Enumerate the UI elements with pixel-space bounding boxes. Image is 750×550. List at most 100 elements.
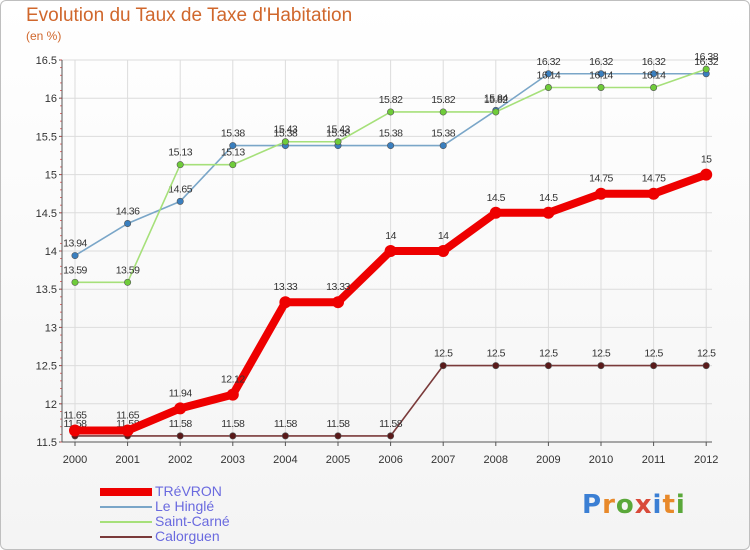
x-tick-label: 2003: [221, 454, 245, 466]
data-point-trevron: [384, 245, 397, 257]
data-point-trevron: [700, 168, 713, 181]
data-point-trevron: [174, 402, 187, 415]
legend-swatch-trevron: [100, 488, 152, 496]
x-tick-label: 2004: [273, 454, 297, 466]
data-point-le-hingle: [544, 70, 552, 78]
y-tick-label: 11.5: [36, 437, 57, 449]
data-point-trevron: [647, 187, 660, 200]
data-label-le-hingle: 13.94: [63, 238, 87, 250]
data-label-le-hingle: 16.32: [537, 56, 561, 68]
data-label-trevron: 14.75: [642, 173, 666, 185]
data-point-calorguen: [650, 362, 658, 370]
data-point-trevron: [226, 388, 239, 401]
data-label-le-hingle: 15.38: [379, 128, 403, 140]
data-point-le-hingle: [71, 252, 79, 260]
data-label-saint-carne: 15.43: [274, 124, 298, 136]
y-tick-label: 15.5: [36, 131, 57, 143]
y-tick-label: 14: [45, 246, 57, 258]
data-label-trevron: 14.75: [589, 173, 613, 185]
data-label-calorguen: 12.5: [434, 348, 453, 360]
data-label-calorguen: 11.58: [327, 418, 351, 430]
x-tick-label: 2002: [168, 454, 192, 466]
data-label-saint-carne: 15.82: [484, 94, 508, 106]
data-point-calorguen: [492, 362, 500, 370]
data-point-calorguen: [334, 432, 342, 440]
x-tick-label: 2005: [326, 454, 350, 466]
data-point-saint-carne: [176, 161, 184, 169]
data-label-saint-carne: 15.43: [326, 124, 350, 136]
x-tick-label: 2008: [484, 454, 508, 466]
data-point-le-hingle: [229, 142, 237, 150]
y-tick-label: 15: [45, 170, 57, 182]
data-label-calorguen: 12.5: [644, 348, 663, 360]
data-point-trevron: [489, 206, 502, 219]
data-label-le-hingle: 15.38: [431, 128, 455, 140]
data-point-saint-carne: [334, 138, 342, 146]
data-point-le-hingle: [124, 219, 132, 227]
data-point-le-hingle: [176, 197, 184, 205]
y-tick-label: 16: [45, 93, 57, 105]
x-tick-label: 2012: [694, 454, 718, 466]
legend-swatch-saint-carne: [100, 521, 152, 523]
legend-label-trevron: TRéVRON: [155, 483, 222, 499]
data-point-saint-carne: [124, 278, 132, 286]
data-point-trevron: [332, 296, 344, 309]
data-point-trevron: [69, 424, 81, 437]
data-label-saint-carne: 15.13: [221, 147, 245, 159]
legend-label-saint-carne: Saint-Carné: [155, 513, 230, 529]
x-tick-label: 2001: [115, 454, 139, 466]
y-tick-label: 13.5: [36, 284, 57, 296]
data-label-trevron: 14: [438, 230, 449, 242]
data-label-calorguen: 11.58: [274, 418, 298, 430]
data-label-le-hingle: 14.65: [168, 183, 192, 195]
data-label-le-hingle: 15.38: [274, 128, 298, 140]
y-tick-label: 12: [45, 399, 57, 411]
data-label-le-hingle: 15.38: [326, 128, 350, 140]
y-tick-label: 12.5: [36, 361, 57, 373]
legend-swatch-calorguen: [100, 536, 152, 538]
data-point-calorguen: [281, 432, 289, 440]
data-point-calorguen: [597, 362, 605, 370]
x-tick-label: 2011: [642, 454, 666, 466]
data-label-saint-carne: 13.59: [116, 264, 140, 276]
data-point-saint-carne: [597, 84, 605, 92]
data-label-saint-carne: 16.14: [642, 70, 666, 82]
data-point-calorguen: [544, 362, 552, 370]
data-point-le-hingle: [597, 70, 605, 78]
data-label-saint-carne: 15.13: [168, 147, 192, 159]
x-tick-label: 2007: [431, 454, 455, 466]
data-label-le-hingle: 16.32: [642, 56, 666, 68]
y-tick-label: 16.5: [36, 55, 57, 67]
data-point-le-hingle: [387, 142, 395, 150]
data-label-trevron: 15: [701, 154, 712, 166]
data-label-trevron: 13.33: [326, 281, 350, 293]
data-label-calorguen: 12.5: [487, 348, 506, 360]
y-tick-label: 14.5: [36, 208, 57, 220]
data-label-le-hingle: 16.32: [589, 56, 613, 68]
data-label-trevron: 12.12: [221, 374, 245, 386]
x-tick-label: 2000: [63, 454, 87, 466]
data-point-saint-carne: [492, 108, 500, 116]
data-label-saint-carne: 16.14: [537, 70, 561, 82]
x-tick-label: 2006: [378, 454, 402, 466]
data-point-saint-carne: [650, 84, 658, 92]
legend-label-calorguen: Calorguen: [155, 528, 220, 544]
data-point-saint-carne: [281, 138, 289, 146]
data-point-trevron: [542, 206, 555, 219]
x-tick-label: 2009: [536, 454, 560, 466]
unit-label: (en %): [26, 29, 62, 43]
data-point-saint-carne: [702, 65, 710, 73]
x-tick-label: 2010: [589, 454, 613, 466]
data-label-trevron: 14.5: [539, 192, 558, 204]
data-point-calorguen: [439, 362, 447, 370]
data-label-trevron: 14.5: [487, 192, 506, 204]
data-point-saint-carne: [544, 84, 552, 92]
data-label-le-hingle: 14.36: [116, 205, 140, 217]
data-label-calorguen: 12.5: [697, 348, 716, 360]
data-label-le-hingle: 15.84: [484, 92, 508, 104]
data-label-le-hingle: 16.32: [694, 56, 718, 68]
data-label-trevron: 11.94: [169, 387, 193, 399]
data-label-calorguen: 12.5: [592, 348, 611, 360]
